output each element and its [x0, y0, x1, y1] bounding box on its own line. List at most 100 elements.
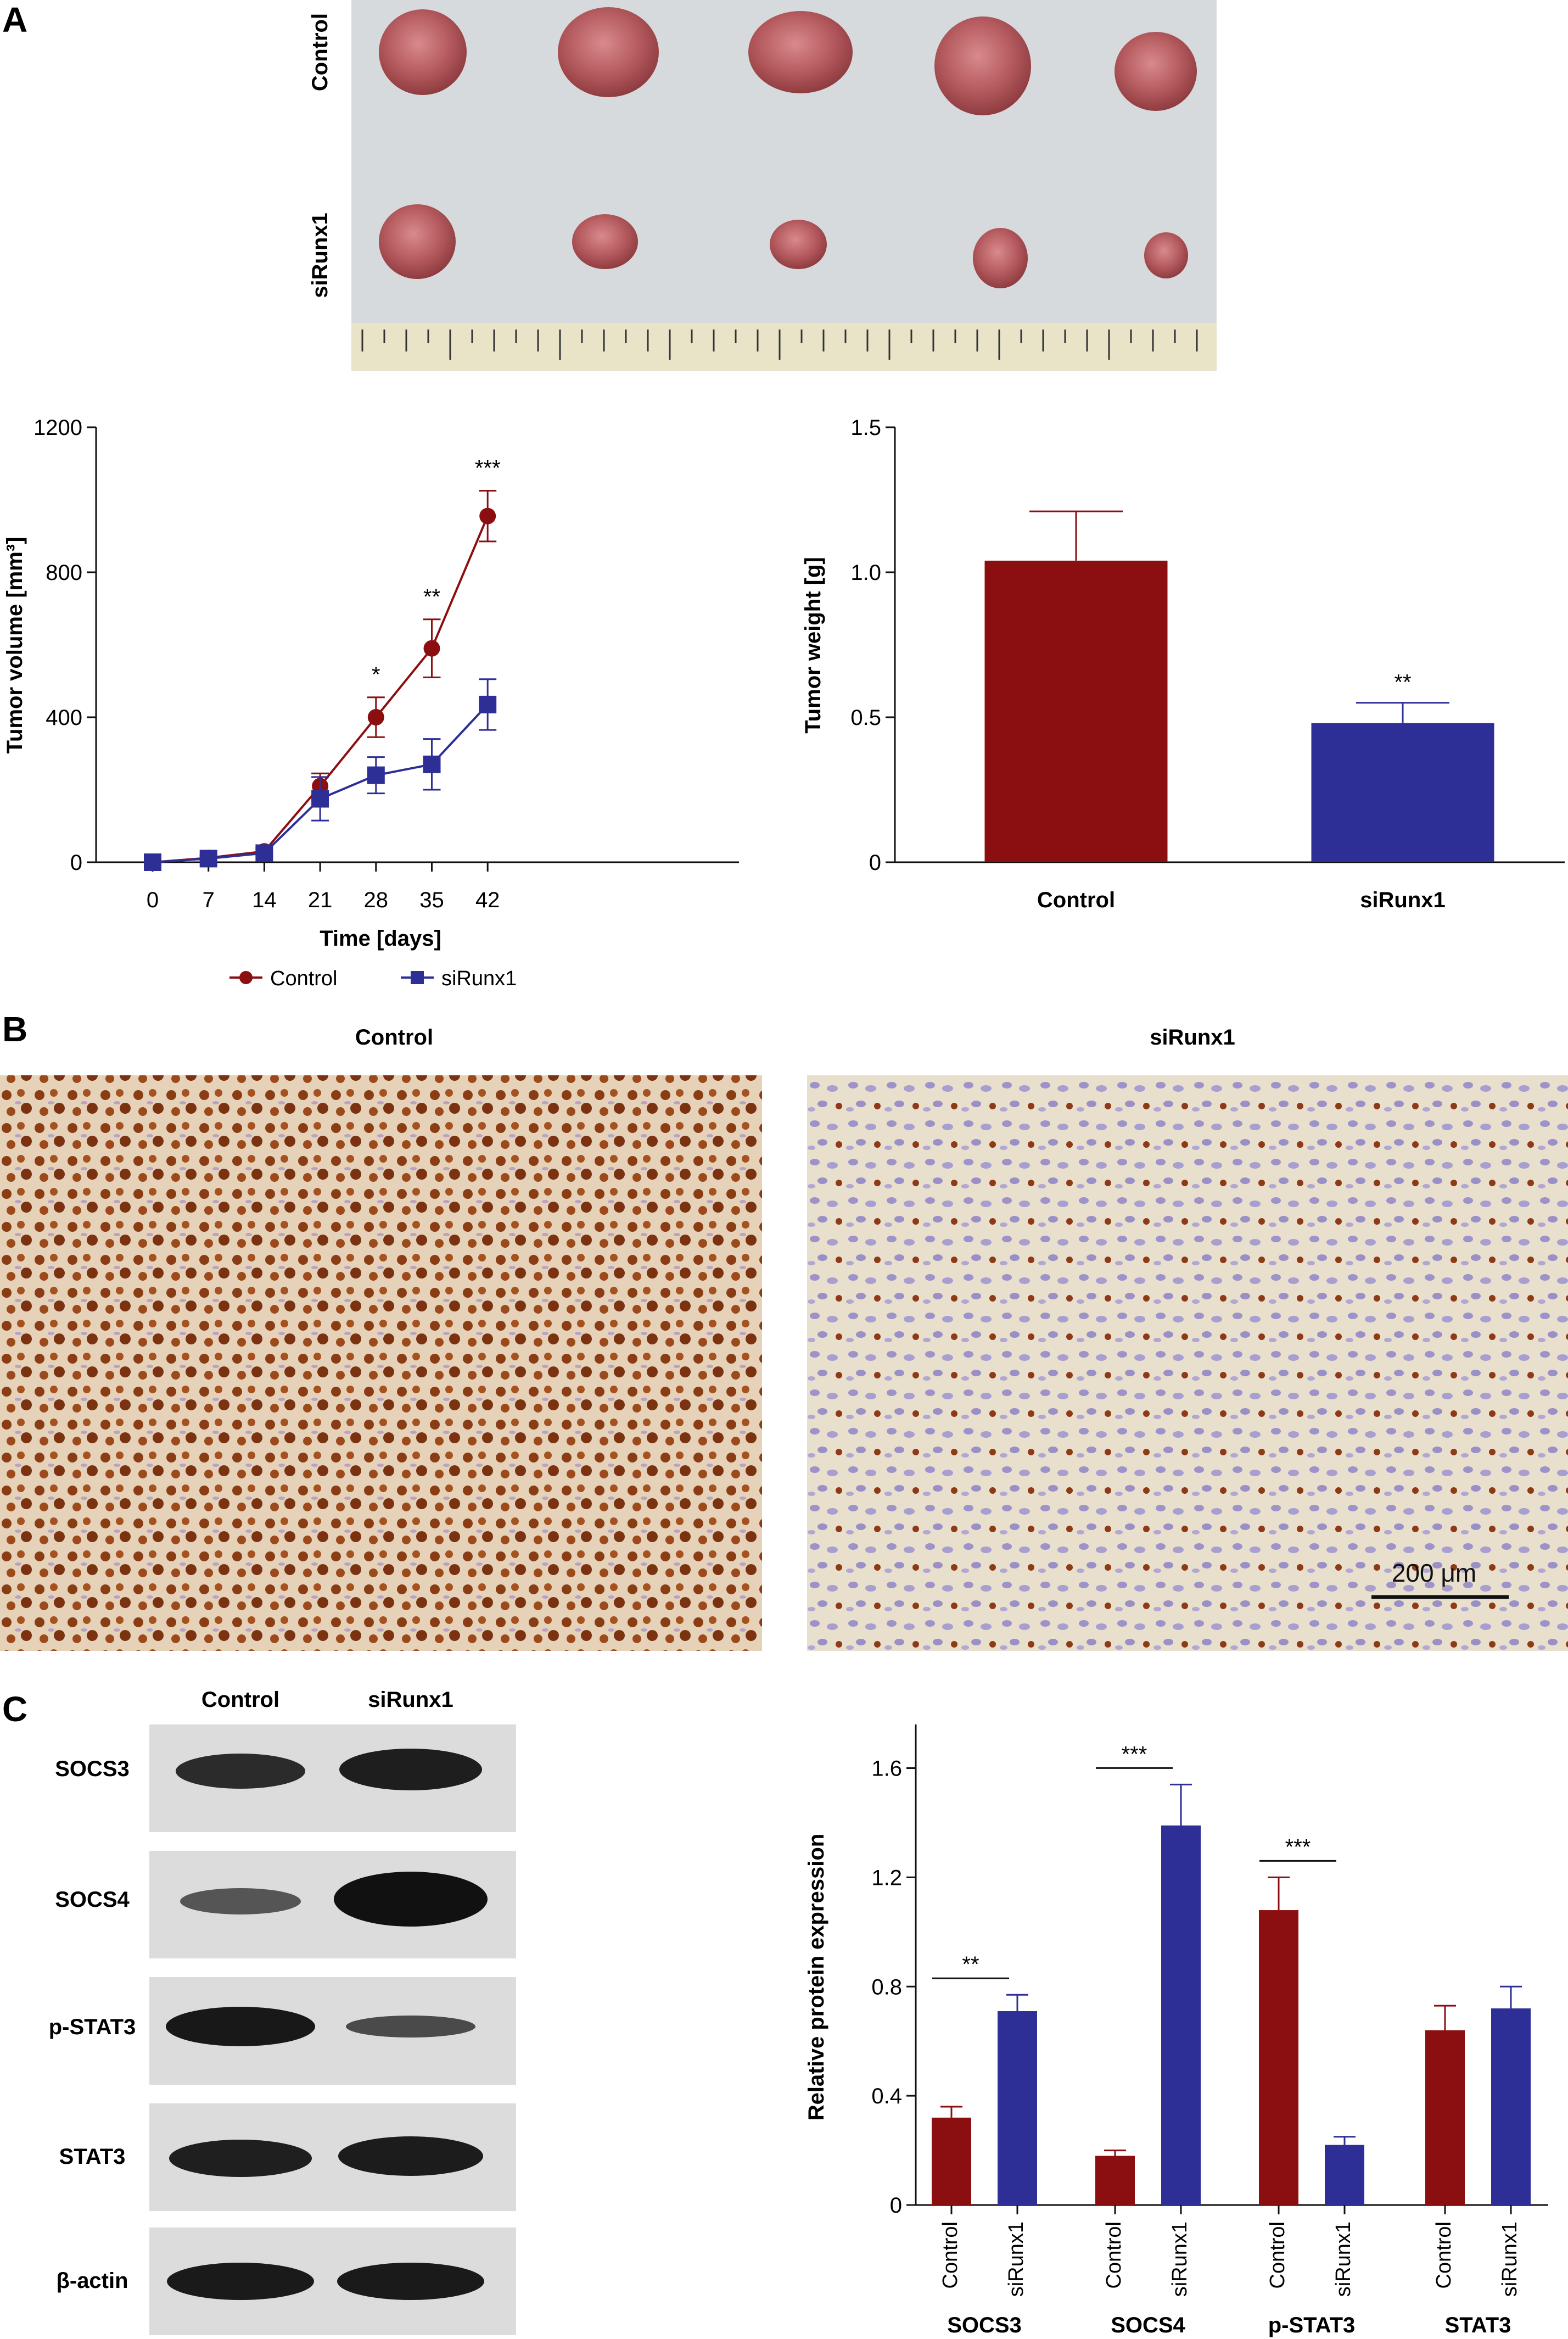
- group-label: p-STAT3: [1268, 2313, 1356, 2337]
- bar-socs3-control: [932, 2117, 971, 2205]
- x-tick-label: 14: [252, 888, 277, 912]
- x-axis-title: Time [days]: [320, 926, 441, 951]
- data-point-sirunx1: [311, 790, 329, 808]
- series: [144, 490, 497, 871]
- photo-label-control: Control: [308, 13, 332, 91]
- y-ticks: 0 0.5 1.0 1.5: [850, 416, 895, 875]
- blot-row-beta-actin: β-actin: [56, 2228, 516, 2335]
- blot-row-p-stat3: p-STAT3: [49, 1977, 516, 2085]
- photo-label-sirunx1: siRunx1: [308, 213, 332, 298]
- ruler-ticks: [361, 330, 1198, 360]
- x-sub-label: Control: [939, 2221, 962, 2289]
- x-sub-label: siRunx1: [1498, 2221, 1521, 2297]
- x-tick-label: 21: [308, 888, 333, 912]
- control-tumors: [379, 7, 1197, 115]
- y-tick-label: 0.4: [871, 2084, 902, 2108]
- bar-p-stat3-control: [1259, 1910, 1298, 2205]
- bars: Control siRunx1 **: [984, 510, 1494, 912]
- group-label: SOCS3: [947, 2313, 1022, 2337]
- data-point-control: [367, 709, 384, 725]
- x-sub-label: Control: [1102, 2221, 1125, 2289]
- significance-label: *: [372, 663, 380, 687]
- x-sub-label: Control: [1432, 2221, 1455, 2289]
- x-tick-label: siRunx1: [1360, 888, 1446, 912]
- significance-label: **: [1394, 671, 1411, 695]
- x-sub-label: Control: [1266, 2221, 1289, 2289]
- data-point-sirunx1: [199, 850, 217, 868]
- y-tick-label: 0: [890, 2193, 902, 2218]
- blot-label-stat3: STAT3: [59, 2145, 126, 2169]
- y-ticks: 0 400 800 1200: [33, 416, 96, 875]
- significance-marks: ******: [372, 456, 501, 687]
- x-sub-label: siRunx1: [1005, 2221, 1028, 2297]
- y-tick-label: 1200: [33, 416, 82, 440]
- data-point-sirunx1: [255, 844, 273, 862]
- data-point-sirunx1: [423, 755, 441, 773]
- x-tick-label: 0: [147, 888, 159, 912]
- x-tick-label: 7: [203, 888, 215, 912]
- x-sub-label: siRunx1: [1332, 2221, 1355, 2297]
- histology-label-sirunx1: siRunx1: [1150, 1025, 1235, 1050]
- x-tick-label: 42: [475, 888, 500, 912]
- y-tick-label: 400: [46, 706, 82, 730]
- y-tick-label: 1.5: [850, 416, 881, 440]
- blot-label-socs3: SOCS3: [55, 1757, 130, 1781]
- tumor-weight-chart: 0 0.5 1.0 1.5 Control siRunx1 ** Tumor weight…: [801, 416, 1565, 912]
- bar-socs3-sirunx1: [998, 2011, 1037, 2205]
- significance-label: **: [423, 585, 440, 609]
- bar-socs4-sirunx1: [1161, 1825, 1201, 2205]
- x-tick-label: 35: [419, 888, 444, 912]
- y-tick-label: 0: [70, 851, 82, 875]
- histology-image-control: [0, 1075, 762, 1651]
- legend-label-sirunx1: siRunx1: [441, 967, 517, 990]
- y-tick-label: 1.0: [850, 561, 881, 585]
- histology-image-sirunx1: [807, 1075, 1568, 1651]
- blot-lane-label-control: Control: [201, 1688, 279, 1712]
- significance-label: ***: [475, 456, 501, 481]
- y-axis-title: Tumor weight [g]: [801, 557, 825, 733]
- blot-lane-label-sirunx1: siRunx1: [368, 1688, 453, 1712]
- legend-marker-control: [239, 971, 253, 984]
- data-point-sirunx1: [144, 853, 161, 871]
- bar-socs4-control: [1095, 2156, 1135, 2205]
- bar-control: [984, 560, 1168, 862]
- x-sub-label: siRunx1: [1168, 2221, 1191, 2297]
- panel-label-a: A: [2, 0, 27, 40]
- histology-label-control: Control: [355, 1025, 433, 1050]
- x-tick-label: Control: [1037, 888, 1115, 912]
- group-label: SOCS4: [1111, 2313, 1185, 2337]
- x-tick-label: 28: [364, 888, 389, 912]
- tumor-photo: [351, 0, 1217, 371]
- blot-row-socs4: SOCS4: [55, 1851, 516, 1958]
- bar-stat3-control: [1425, 2030, 1465, 2205]
- scale-bar-label: 200 μm: [1392, 1559, 1476, 1587]
- y-ticks: 0 0.4 0.8 1.2 1.6: [871, 1757, 916, 2218]
- x-ticks: 0 7 14 21 28 35 42: [147, 862, 500, 912]
- significance-label: ***: [1122, 1742, 1147, 1766]
- y-axis-title: Tumor volume [mm³]: [3, 537, 27, 754]
- panel-label-b: B: [2, 1009, 27, 1049]
- significance-label: **: [962, 1952, 979, 1977]
- y-tick-label: 1.2: [871, 1866, 902, 1890]
- data-point-sirunx1: [479, 695, 497, 713]
- sirunx1-tumors: [379, 204, 1188, 288]
- bar-stat3-sirunx1: [1491, 2008, 1531, 2205]
- relative-expression-chart: 00.40.81.21.6 Control siRunx1SOCS3Control…: [804, 1724, 1548, 2337]
- data-point-control: [479, 507, 496, 524]
- western-blot: SOCS3 SOCS4 p-STAT3 STAT3 β-actin: [49, 1724, 516, 2335]
- bar-sirunx1: [1311, 723, 1494, 862]
- legend: Control siRunx1: [229, 967, 517, 990]
- data-point-control: [423, 640, 440, 657]
- blot-label-socs4: SOCS4: [55, 1888, 130, 1912]
- legend-label-control: Control: [270, 967, 338, 990]
- group-label: STAT3: [1445, 2313, 1511, 2337]
- significance-label: ***: [1285, 1835, 1311, 1859]
- bar-p-stat3-sirunx1: [1325, 2145, 1364, 2205]
- panel-label-c: C: [2, 1689, 27, 1729]
- y-tick-label: 0: [869, 851, 881, 875]
- y-tick-label: 1.6: [871, 1757, 902, 1781]
- blot-row-socs3: SOCS3: [55, 1724, 516, 1832]
- blot-label-beta-actin: β-actin: [56, 2269, 128, 2293]
